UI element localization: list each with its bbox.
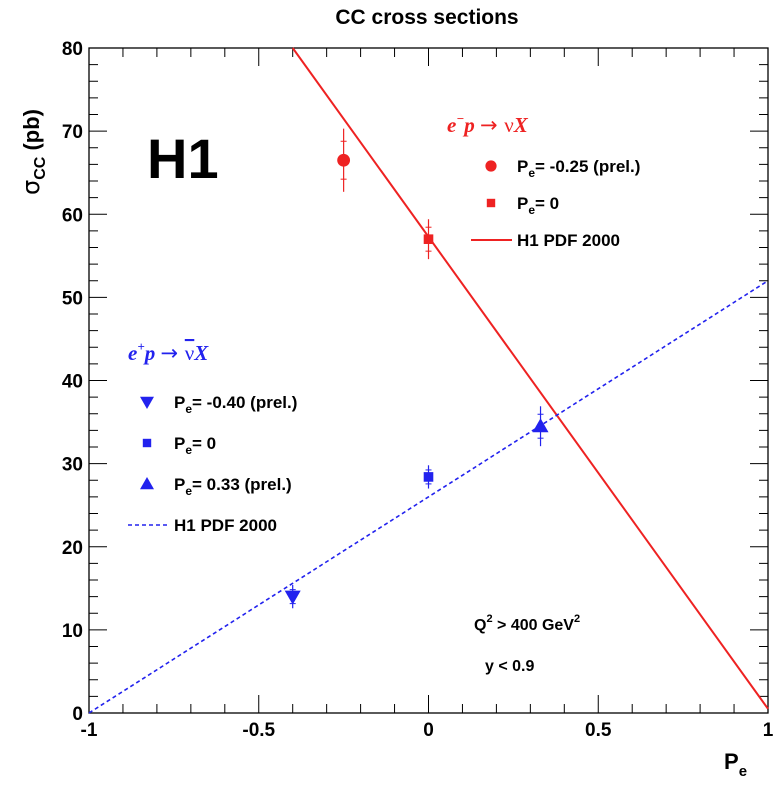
data-point-triangle-down: [284, 590, 301, 605]
x-tick-label: 1: [763, 720, 773, 741]
data-point-square: [423, 472, 434, 482]
q2-cut-sup: 2: [486, 613, 492, 625]
fit-line-eminus: [291, 47, 769, 710]
y-tick-label: 80: [62, 39, 83, 60]
legend-marker-triangle-down: [140, 396, 154, 409]
y-cut-label: y < 0.9: [485, 658, 534, 675]
legend-series-label: Pe= 0: [517, 194, 559, 217]
q2-cut-main: Q: [474, 617, 486, 634]
y-tick-label: 70: [62, 122, 83, 143]
legend-marker-circle: [485, 160, 497, 172]
x-tick-label: 0: [423, 720, 434, 741]
legend-series-label: Pe= -0.40 (prel.): [174, 393, 297, 416]
fit-line-eplus: [88, 280, 769, 714]
legend-series-label: Pe= -0.25 (prel.): [517, 157, 640, 180]
y-tick-label: 40: [62, 372, 83, 393]
q2-cut-label: Q2 > 400 GeV2: [474, 613, 580, 634]
y-axis-label-sub: CC: [32, 156, 49, 180]
y-tick-label: 60: [62, 205, 83, 226]
x-tick-label: 0.5: [585, 720, 612, 741]
y-tick-label: 50: [62, 288, 83, 309]
y-axis-label-unit: (pb): [19, 109, 44, 151]
svg-text:σCC (pb): σCC (pb): [17, 109, 49, 195]
data-point-circle: [337, 153, 351, 167]
y-tick-label: 30: [62, 455, 83, 476]
x-axis-label: Pe: [724, 749, 747, 780]
y-tick-label: 10: [62, 621, 83, 642]
legend-marker-triangle-up: [140, 477, 154, 490]
q2-cut-rel: > 400 GeV: [493, 617, 575, 634]
data-point-triangle-up: [532, 418, 549, 433]
legend-curve-label: H1 PDF 2000: [174, 516, 277, 535]
x-tick-label: -1: [81, 720, 98, 741]
q2-cut-unit-sup: 2: [574, 613, 580, 625]
legend-series-label: Pe= 0.33 (prel.): [174, 475, 292, 498]
y-tick-label: 0: [72, 704, 83, 725]
x-axis-label-main: P: [724, 749, 739, 774]
legend-process-title: e−p → νX: [447, 111, 529, 137]
legend-marker-square: [486, 198, 496, 208]
legend-curve-label: H1 PDF 2000: [517, 231, 620, 250]
data-point-square: [423, 234, 434, 244]
y-tick-label: 20: [62, 538, 83, 559]
chart-title: CC cross sections: [335, 6, 518, 29]
h1-logo: H1: [147, 127, 219, 190]
svg-text:Pe: Pe: [724, 749, 747, 780]
x-axis-label-sub: e: [739, 763, 747, 780]
legend-process-title: e+p → νX: [128, 339, 209, 365]
y-axis-label-symbol: σ: [17, 180, 45, 195]
y-axis-label: σCC (pb): [17, 109, 49, 195]
legend-marker-square: [142, 438, 152, 448]
legend-series-label: Pe= 0: [174, 434, 216, 457]
x-tick-label: -0.5: [242, 720, 275, 741]
